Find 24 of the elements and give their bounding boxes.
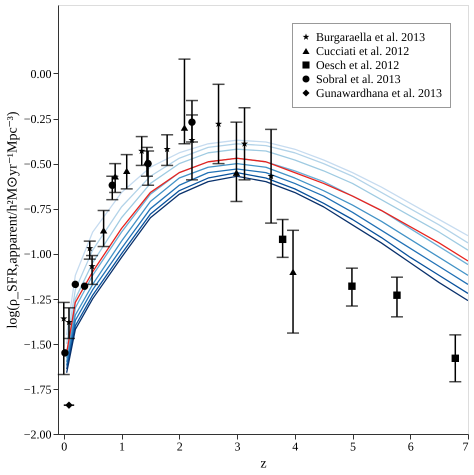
y-tick-label: −1.00 [24, 247, 52, 262]
x-tick-label: 0 [61, 440, 68, 454]
legend-label: Cucciati et al. 2012 [316, 44, 410, 58]
legend-label: Sobral et al. 2013 [316, 72, 401, 86]
x-tick-label: 1 [119, 440, 126, 454]
y-tick-label: −1.25 [24, 292, 52, 306]
legend-label: Oesch et al. 2012 [316, 58, 400, 72]
y-tick-label: −0.25 [24, 112, 52, 126]
y-tick-label: −0.75 [24, 202, 52, 216]
x-tick-label: 2 [176, 440, 183, 454]
y-tick-label: −2.00 [24, 428, 52, 442]
y-tick-label: −1.50 [24, 337, 52, 352]
y-axis-title: log(ρ_SFR,apparent/h²M⊙yr⁻¹Mpc⁻³) [6, 111, 21, 329]
x-tick-label: 4 [292, 440, 298, 454]
y-tick-label: 0.00 [30, 66, 52, 81]
y-tick-label: −1.75 [24, 382, 52, 396]
legend-label: Gunawardhana et al. 2013 [316, 86, 442, 100]
legend-label: Burgaraella et al. 2013 [316, 30, 426, 44]
x-tick-label: 5 [350, 440, 356, 454]
x-tick-label: 6 [408, 440, 414, 454]
x-tick-label: 7 [462, 440, 468, 454]
y-tick-label: −0.50 [24, 157, 52, 172]
x-axis-title: z [260, 456, 267, 472]
x-tick-label: 3 [234, 440, 241, 454]
